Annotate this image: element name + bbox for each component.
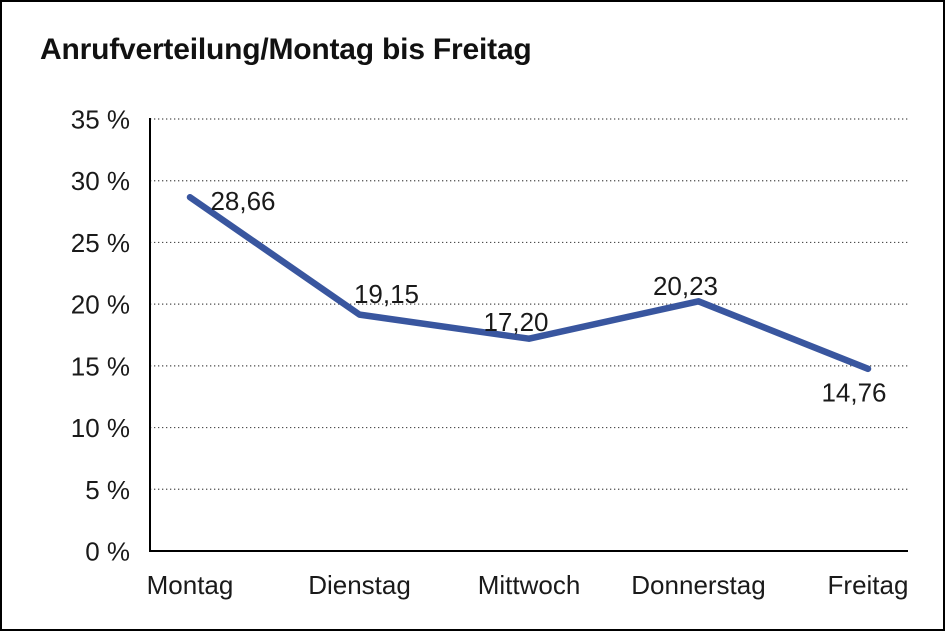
x-axis-category-label: Montag: [147, 570, 234, 600]
data-label: 20,23: [653, 271, 718, 301]
y-axis-tick-label: 20 %: [71, 290, 130, 320]
data-label: 17,20: [483, 307, 548, 337]
y-axis-tick-label: 15 %: [71, 351, 130, 381]
y-axis-tick-label: 35 %: [71, 105, 130, 135]
y-axis-tick-label: 25 %: [71, 228, 130, 258]
y-axis-tick-label: 30 %: [71, 166, 130, 196]
x-axis-category-label: Mittwoch: [478, 570, 581, 600]
data-label: 14,76: [821, 377, 886, 407]
axis-lines: [149, 118, 908, 552]
y-axis-tick-label: 5 %: [85, 475, 130, 505]
x-axis-category-label: Freitag: [828, 570, 909, 600]
x-axis-category-label: Dienstag: [308, 570, 411, 600]
data-label: 19,15: [354, 279, 419, 309]
x-axis-category-label: Donnerstag: [631, 570, 765, 600]
y-axis-tick-label: 10 %: [71, 413, 130, 443]
y-axis-tick-label: 0 %: [85, 537, 130, 567]
data-label: 28,66: [210, 186, 275, 216]
chart-title: Anrufverteilung/Montag bis Freitag: [40, 33, 532, 66]
series-line: [186, 194, 872, 373]
